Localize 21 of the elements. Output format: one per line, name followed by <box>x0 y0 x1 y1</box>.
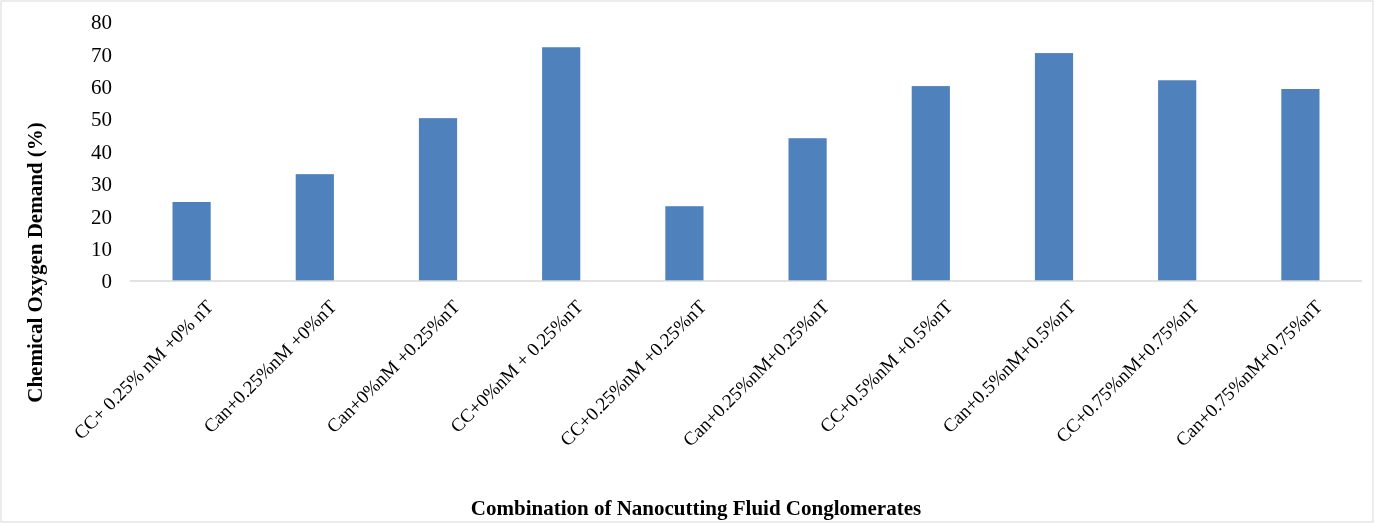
bar <box>1158 80 1197 281</box>
y-tick-label: 30 <box>91 172 112 197</box>
bar <box>1034 53 1074 281</box>
bar <box>1281 89 1320 281</box>
y-tick-label: 60 <box>91 75 112 100</box>
bar <box>911 86 950 281</box>
bar <box>665 206 704 281</box>
bar <box>788 138 827 281</box>
y-tick-label: 70 <box>91 42 112 67</box>
y-tick-label: 50 <box>91 107 112 132</box>
y-tick-label: 10 <box>91 236 112 261</box>
y-tick-label: 80 <box>91 10 112 35</box>
y-tick-label: 20 <box>91 204 112 229</box>
y-tick-label: 0 <box>101 269 112 294</box>
bar <box>418 118 458 281</box>
bar <box>172 202 211 281</box>
bar <box>542 47 581 281</box>
y-tick-label: 40 <box>91 139 112 164</box>
bar <box>295 174 334 281</box>
y-axis-title: Chemical Oxygen Demand (%) <box>23 122 47 403</box>
x-axis-title: Combination of Nanocutting Fluid Conglomerates <box>470 496 922 520</box>
